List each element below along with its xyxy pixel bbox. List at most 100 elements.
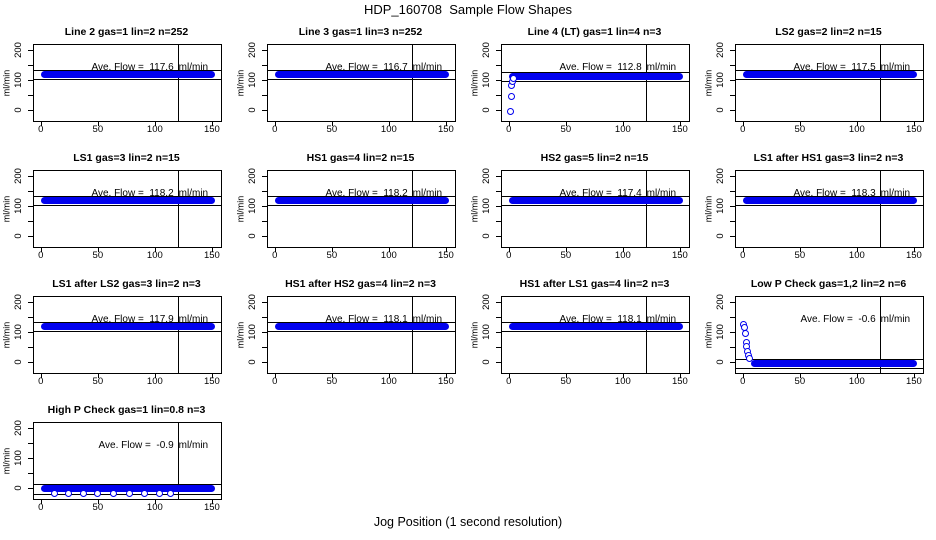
y-axis-tick [730,301,736,303]
ref-line-upper [268,195,455,197]
avg-flow-text: Ave. Flow = 117.5 [793,62,876,74]
x-tick-label: 100 [848,124,865,135]
subplot-panel: LS1 gas=3 lin=2 n=15 Ave. Flow = 118.2 ml/… [0,144,234,270]
x-tick-label: 100 [848,250,865,261]
y-tick-label: 100 [13,324,24,340]
ref-line-lower [34,204,221,206]
avg-flow-annotation: Ave. Flow = 117.4 ml/min [502,187,689,200]
plot-box: Ave. Flow = 117.4 ml/min 0 100 200 ml/min 0 50 1… [470,168,690,261]
x-axis-tick [154,121,156,126]
x-tick-label: 150 [905,376,922,387]
ref-line-lower [502,205,689,207]
y-axis-tick [730,64,736,66]
data-point [110,489,118,497]
x-axis-tick [742,121,744,126]
x-axis-tick [445,247,447,252]
flow-band [40,71,216,79]
x-tick-label: 150 [905,124,922,135]
y-tick-label: 0 [247,233,258,240]
ref-line-lower [268,79,455,81]
y-axis-tick [496,236,502,238]
x-tick-label: 100 [380,376,397,387]
y-axis-tick [496,175,502,177]
y-axis-tick [262,347,268,349]
y-tick-label: 0 [481,107,492,114]
y-axis-tick [28,110,34,112]
y-tick-label: 100 [715,72,726,88]
subplot-title: LS1 after HS1 gas=3 lin=2 n=3 [753,152,904,164]
flow-band [40,323,216,331]
x-axis-tick [679,121,681,126]
flow-band [508,197,684,205]
avg-flow-unit: ml/min [178,62,209,74]
avg-flow-annotation: Ave. Flow = -0.6 ml/min [736,313,923,326]
subplot-title: HS1 after LS1 gas=4 lin=2 n=3 [519,278,670,290]
avg-flow-annotation: Ave. Flow = 116.7 ml/min [268,61,455,74]
subplot-title: Line 3 gas=1 lin=3 n=252 [298,26,423,38]
marker-vline [411,297,413,373]
x-axis-tick [913,121,915,126]
x-axis-tick [679,373,681,378]
y-axis-tick [730,221,736,223]
y-axis-tick [28,95,34,97]
y-axis-tick [28,190,34,192]
ref-line-lower [736,79,923,81]
y-tick-label: 200 [13,419,24,436]
x-axis-tick [856,373,858,378]
y-axis-tick [262,236,268,238]
x-tick-label: 50 [326,376,338,387]
flow-band [508,72,684,80]
avg-flow-unit: ml/min [646,188,677,200]
subplot-panel: HS1 after LS1 gas=4 lin=2 n=3 Ave. Flow =… [468,270,702,396]
x-axis-tick [622,247,624,252]
x-axis-tick [856,121,858,126]
subplot-panel: HS2 gas=5 lin=2 n=15 Ave. Flow = 117.4 ml/… [468,144,702,270]
flow-band [40,196,216,204]
y-tick-label: 200 [481,167,492,184]
x-tick-label: 50 [794,124,806,135]
y-tick-label: 0 [715,107,726,114]
x-axis-tick [274,121,276,126]
data-point [507,93,515,101]
y-tick-label: 0 [13,485,24,492]
x-axis-tick [211,247,213,252]
y-axis-tick [28,457,34,459]
y-tick-label: 100 [247,324,258,340]
avg-flow-text: Ave. Flow = -0.9 [98,440,174,452]
avg-flow-text: Ave. Flow = 117.6 [91,62,174,74]
subplot-title: HS2 gas=5 lin=2 n=15 [540,152,649,164]
y-tick-label: 100 [481,324,492,340]
y-axis-tick [730,362,736,364]
ref-line-lower [268,331,455,333]
avg-flow-unit: ml/min [412,62,443,74]
flow-band [274,322,450,330]
x-tick-label: 0 [740,124,746,135]
y-axis-tick [262,49,268,51]
avg-flow-unit: ml/min [178,188,209,200]
avg-flow-unit: ml/min [646,314,677,326]
ref-line-upper [736,195,923,197]
x-axis-tick [40,247,42,252]
avg-flow-text: Ave. Flow = 118.2 [91,188,174,200]
data-point [126,489,134,497]
y-axis-tick [496,301,502,303]
avg-flow-text: Ave. Flow = 118.2 [325,188,408,200]
y-axis-tick [28,362,34,364]
avg-flow-unit: ml/min [880,314,911,326]
y-axis-tick [730,49,736,51]
ref-line-upper [268,321,455,323]
avg-flow-text: Ave. Flow = 118.1 [325,314,408,326]
y-axis-tick [496,79,502,81]
ref-line-upper [736,70,923,72]
marker-vline [879,297,881,373]
y-axis-tick [262,205,268,207]
marker-vline [177,171,179,247]
y-axis-label: ml/min [703,69,714,97]
plot-box: Ave. Flow = 118.2 ml/min 0 100 200 ml/min 0 50 1… [236,168,456,261]
subplot-panel: LS1 after LS2 gas=3 lin=2 n=3 Ave. Flow =… [0,270,234,396]
x-axis-tick [211,121,213,126]
plot-box: Ave. Flow = 116.7 ml/min 0 100 200 ml/min 0 50 1… [236,42,456,135]
y-axis-tick [28,64,34,66]
y-axis-tick [730,110,736,112]
x-axis-tick [40,373,42,378]
